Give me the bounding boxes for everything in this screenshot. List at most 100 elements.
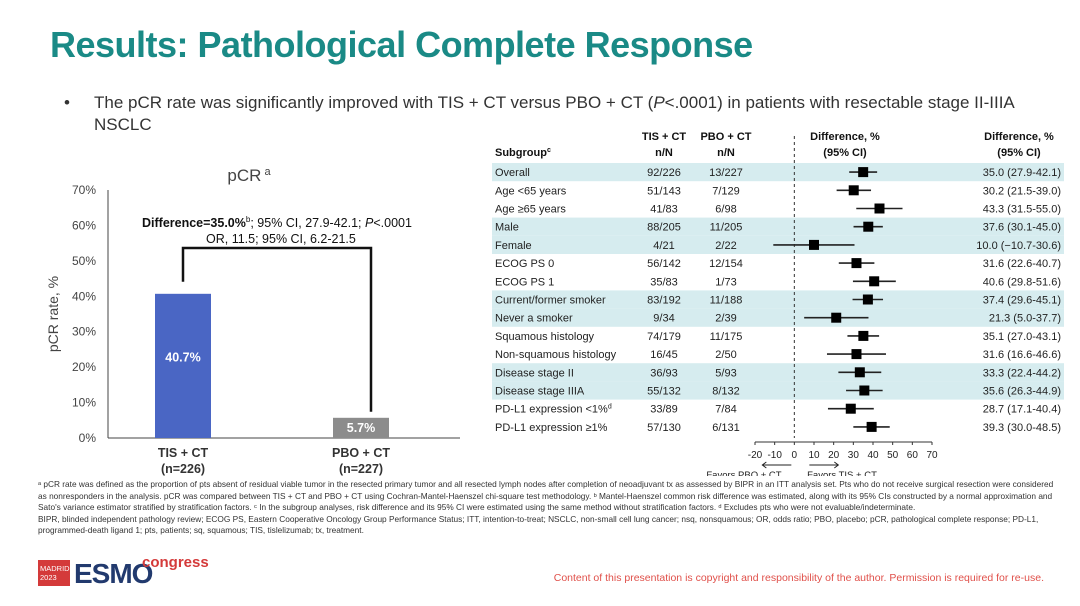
bar-value-label: 5.7% <box>347 421 376 435</box>
difference-bracket <box>181 246 373 412</box>
row-subgroup-label: Disease stage IIIA <box>495 386 585 398</box>
row-pbo-n: 5/93 <box>715 367 736 379</box>
header-plot-difference: Difference, % <box>810 131 880 143</box>
row-point-estimate <box>858 330 869 341</box>
row-point-estimate <box>851 258 862 269</box>
row-pbo-n: 11/175 <box>710 331 743 343</box>
favors-left-arrow-icon <box>761 461 792 469</box>
row-pbo-n: 13/227 <box>709 167 743 179</box>
row-point-estimate <box>851 349 862 360</box>
header-plot-difference-sub: (95% CI) <box>823 147 867 159</box>
logo-city-badge: MADRID 2023 <box>38 560 70 586</box>
bullet-text: The pCR rate was significantly improved … <box>94 93 1014 134</box>
row-pbo-n: 12/154 <box>709 258 743 270</box>
slide-title: Results: Pathological Complete Response <box>50 24 753 65</box>
forest-x-tick-label: 10 <box>808 450 820 461</box>
row-tis-n: 4/21 <box>653 240 674 252</box>
chart-title: pCR a <box>227 166 271 185</box>
header-pbo-ct-sub: n/N <box>717 147 735 159</box>
row-point-estimate <box>848 185 859 196</box>
row-shading <box>492 363 1064 382</box>
header-tis-ct: TIS + CT <box>642 131 687 143</box>
row-difference-text: 37.6 (30.1-45.0) <box>983 222 1061 234</box>
row-subgroup-label: ECOG PS 1 <box>495 276 554 288</box>
row-point-estimate <box>869 276 880 287</box>
favors-pbo-label: Favors PBO + CT <box>706 470 781 476</box>
logo-suffix: congress <box>142 554 209 571</box>
row-pbo-n: 2/39 <box>715 313 736 325</box>
row-tis-n: 83/192 <box>647 295 681 307</box>
y-tick-label: 70% <box>72 183 96 197</box>
header-subgroup: Subgroupc <box>495 147 551 159</box>
forest-x-tick-label: 20 <box>828 450 840 461</box>
row-pbo-n: 7/129 <box>712 185 740 197</box>
forest-x-tick-label: 50 <box>887 450 899 461</box>
bar-value-label: 40.7% <box>165 351 200 365</box>
row-difference-text: 40.6 (29.8-51.6) <box>983 276 1061 288</box>
forest-x-tick-label: -20 <box>748 450 763 461</box>
row-difference-text: 35.6 (26.3-44.9) <box>983 386 1061 398</box>
row-tis-n: 33/89 <box>650 404 678 416</box>
y-tick-label: 60% <box>72 218 96 232</box>
x-category-sublabel: (n=227) <box>339 462 383 476</box>
footnote-abbreviations: BIPR, blinded independent pathology revi… <box>38 513 1039 536</box>
row-difference-text: 31.6 (16.6-46.6) <box>983 349 1061 361</box>
row-tis-n: 92/226 <box>647 167 681 179</box>
row-shading <box>492 308 1064 327</box>
row-pbo-n: 2/22 <box>715 240 736 252</box>
footnotes: ᵃ pCR rate was defined as the proportion… <box>38 479 1058 537</box>
esmo-congress-logo: MADRID 2023 ESMO congress <box>38 554 209 590</box>
favors-tis-label: Favors TIS + CT <box>807 470 877 476</box>
favors-right-arrow-icon <box>809 461 840 469</box>
row-tis-n: 35/83 <box>650 276 678 288</box>
header-pbo-ct: PBO + CT <box>700 131 751 143</box>
x-category-sublabel: (n=226) <box>161 462 205 476</box>
forest-x-tick-label: 40 <box>867 450 879 461</box>
row-difference-text: 21.3 (5.0-37.7) <box>989 313 1061 325</box>
row-pbo-n: 1/73 <box>715 276 736 288</box>
x-category-label: TIS + CT <box>158 446 209 460</box>
forest-x-tick-label: 30 <box>848 450 860 461</box>
row-point-estimate <box>809 239 819 250</box>
row-subgroup-label: Male <box>495 222 519 234</box>
row-point-estimate <box>845 403 856 414</box>
row-point-estimate <box>866 421 877 432</box>
row-subgroup-label: PD-L1 expression <1%d <box>495 404 612 416</box>
row-difference-text: 28.7 (17.1-40.4) <box>983 404 1061 416</box>
bar-pbo-ct <box>333 417 389 438</box>
row-shading <box>492 217 1064 236</box>
bar-tis-ct <box>155 293 211 438</box>
x-category-label: PBO + CT <box>332 446 390 460</box>
row-tis-n: 55/132 <box>647 386 681 398</box>
row-tis-n: 9/34 <box>653 313 674 325</box>
header-difference-sub: (95% CI) <box>997 147 1041 159</box>
header-difference: Difference, % <box>984 131 1054 143</box>
row-subgroup-label: ECOG PS 0 <box>495 258 554 270</box>
row-difference-text: 39.3 (30.0-48.5) <box>983 422 1061 434</box>
row-point-estimate <box>859 385 870 396</box>
row-subgroup-label: Non-squamous histology <box>495 349 617 361</box>
row-subgroup-label: Age <65 years <box>495 185 567 197</box>
row-tis-n: 51/143 <box>647 185 681 197</box>
odds-ratio-annotation: OR, 11.5; 95% CI, 6.2-21.5 <box>206 232 356 246</box>
row-point-estimate <box>874 203 885 214</box>
row-subgroup-label: Never a smoker <box>495 313 573 325</box>
row-shading <box>492 163 1064 182</box>
forest-x-tick-label: 0 <box>792 450 798 461</box>
row-difference-text: 43.3 (31.5-55.0) <box>983 204 1061 216</box>
row-point-estimate <box>831 312 842 323</box>
row-point-estimate <box>863 221 874 232</box>
copyright-notice: Content of this presentation is copyrigh… <box>553 572 1044 584</box>
y-tick-label: 40% <box>72 289 96 303</box>
y-tick-label: 30% <box>72 325 96 339</box>
row-difference-text: 31.6 (22.6-40.7) <box>983 258 1061 270</box>
row-subgroup-label: Disease stage II <box>495 367 574 379</box>
row-tis-n: 41/83 <box>650 204 678 216</box>
row-difference-text: 35.0 (27.9-42.1) <box>983 167 1061 179</box>
row-difference-text: 35.1 (27.0-43.1) <box>983 331 1061 343</box>
row-shading <box>492 290 1064 309</box>
row-pbo-n: 6/98 <box>715 204 736 216</box>
y-axis-label: pCR rate, % <box>45 276 61 352</box>
y-tick-label: 0% <box>79 431 97 445</box>
row-point-estimate <box>854 367 865 378</box>
